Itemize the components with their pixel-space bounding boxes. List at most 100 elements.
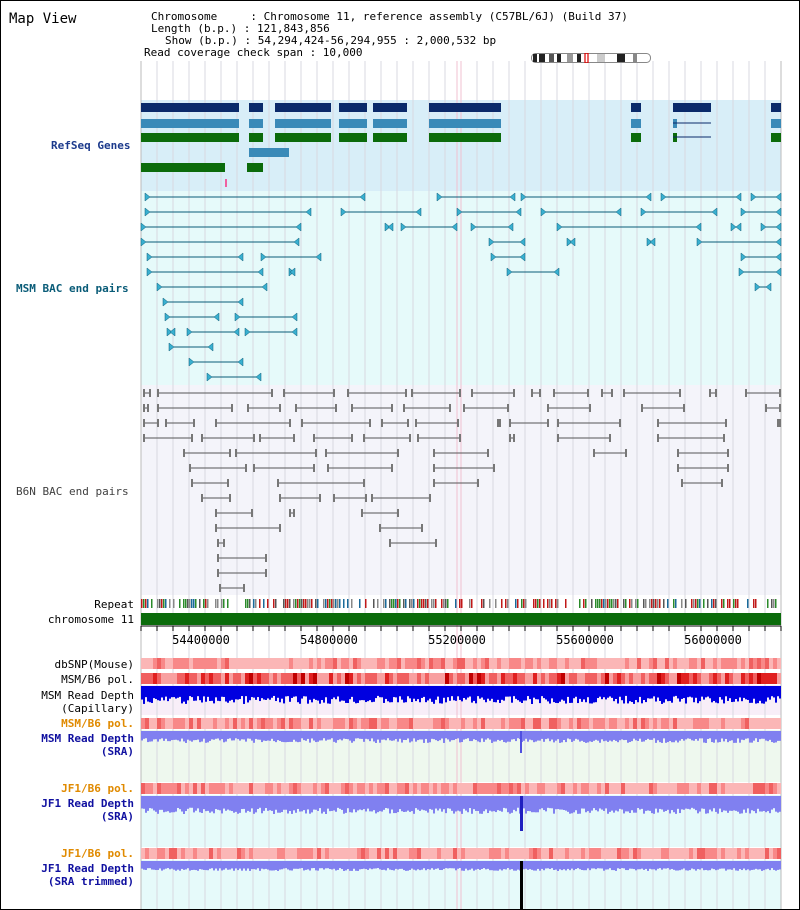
bac-end bbox=[293, 509, 295, 517]
track-label-jf1-b6-pol[interactable]: JF1/B6 pol. bbox=[61, 782, 134, 795]
polymorphism-density bbox=[461, 718, 465, 729]
read-depth-bar bbox=[523, 686, 525, 701]
read-depth-bar bbox=[205, 796, 207, 812]
read-depth-bar bbox=[431, 686, 433, 702]
read-depth-bar bbox=[333, 796, 335, 811]
bac-end bbox=[641, 404, 643, 412]
read-depth-bar bbox=[351, 861, 353, 871]
read-depth-bar bbox=[409, 731, 411, 743]
read-depth-bar bbox=[735, 686, 737, 700]
track-label-repeat[interactable]: Repeat bbox=[94, 598, 134, 611]
polymorphism-density bbox=[301, 658, 305, 669]
polymorphism-density bbox=[737, 848, 741, 859]
polymorphism-density bbox=[589, 658, 593, 669]
read-depth-bar bbox=[585, 686, 587, 703]
polymorphism-density bbox=[253, 673, 257, 684]
repeat-feature bbox=[515, 599, 517, 608]
read-depth-bar bbox=[601, 796, 603, 810]
read-depth-bar bbox=[533, 731, 535, 743]
polymorphism-density bbox=[253, 718, 257, 729]
gene-feature bbox=[373, 103, 407, 112]
read-depth-bar bbox=[587, 731, 589, 743]
track-label-jf1-b6-pol-2[interactable]: JF1/B6 pol. bbox=[61, 847, 134, 860]
read-depth-bar bbox=[499, 861, 501, 870]
track-label-chromosome[interactable]: chromosome 11 bbox=[47, 613, 134, 626]
polymorphism-density bbox=[445, 848, 449, 859]
read-depth-bar bbox=[435, 731, 437, 741]
read-depth-bar bbox=[477, 861, 479, 869]
track-label-refseq[interactable]: RefSeq Genes bbox=[51, 139, 131, 152]
track-label-msm-depth-cap[interactable]: MSM Read Depth (Capillary) bbox=[41, 689, 134, 715]
read-depth-bar bbox=[775, 686, 777, 703]
bac-end bbox=[775, 192, 782, 202]
track-label-msm-b6-pol-2[interactable]: MSM/B6 pol. bbox=[61, 717, 134, 730]
track-label-jf1-depth-trim[interactable]: JF1 Read Depth (SRA trimmed) bbox=[41, 862, 134, 888]
polymorphism-density bbox=[485, 673, 489, 684]
read-depth-bar bbox=[235, 686, 237, 700]
read-depth-bar bbox=[223, 861, 225, 870]
read-depth-bar bbox=[449, 731, 451, 742]
track-label-jf1-depth-sra[interactable]: JF1 Read Depth (SRA) bbox=[41, 797, 134, 823]
bac-end bbox=[291, 312, 298, 322]
repeat-feature bbox=[173, 599, 175, 608]
repeat-feature bbox=[403, 599, 405, 608]
read-depth-bar bbox=[595, 686, 597, 703]
polymorphism-density bbox=[537, 673, 541, 684]
read-depth-bar bbox=[767, 861, 769, 869]
read-depth-bar bbox=[271, 686, 273, 698]
read-depth-bar bbox=[221, 731, 223, 740]
read-depth-bar bbox=[653, 861, 655, 870]
polymorphism-density bbox=[265, 673, 269, 684]
read-depth-bar bbox=[473, 861, 475, 871]
read-depth-bar bbox=[639, 861, 641, 870]
read-depth-bar bbox=[651, 731, 653, 740]
polymorphism-density bbox=[681, 658, 685, 669]
read-depth-bar bbox=[367, 861, 369, 870]
repeat-feature bbox=[533, 599, 535, 608]
polymorphism-density bbox=[429, 718, 433, 729]
repeat-feature bbox=[325, 599, 327, 608]
read-depth-bar bbox=[265, 731, 267, 741]
read-depth-bar bbox=[529, 861, 531, 870]
bac-end bbox=[333, 494, 335, 502]
read-depth-bar bbox=[731, 861, 733, 870]
track-label-b6n-bac[interactable]: B6N BAC end pairs bbox=[16, 485, 129, 498]
read-depth-bar bbox=[657, 731, 659, 741]
chromosome-ideogram[interactable] bbox=[531, 53, 651, 63]
bac-end bbox=[271, 389, 273, 397]
polymorphism-density bbox=[173, 783, 177, 794]
polymorphism-density bbox=[177, 783, 181, 794]
read-depth-bar bbox=[663, 686, 665, 703]
polymorphism-density bbox=[145, 783, 149, 794]
track-label-msm-depth-sra[interactable]: MSM Read Depth (SRA) bbox=[41, 732, 134, 758]
read-depth-bar bbox=[479, 861, 481, 870]
track-label-msm-b6-pol[interactable]: MSM/B6 pol. bbox=[61, 673, 134, 686]
read-depth-bar bbox=[641, 731, 643, 742]
polymorphism-density bbox=[577, 673, 581, 684]
polymorphism-density bbox=[741, 673, 745, 684]
read-depth-bar bbox=[361, 731, 363, 739]
read-depth-bar bbox=[499, 731, 501, 741]
bac-end bbox=[547, 404, 549, 412]
read-depth-bar bbox=[265, 861, 267, 869]
read-depth-bar bbox=[455, 686, 457, 701]
read-depth-bar bbox=[455, 796, 457, 812]
read-depth-bar bbox=[645, 861, 647, 869]
read-depth-bar bbox=[529, 796, 531, 812]
bac-end bbox=[405, 389, 407, 397]
polymorphism-density bbox=[261, 848, 265, 859]
polymorphism-density bbox=[753, 718, 757, 729]
read-depth-bar bbox=[291, 686, 293, 698]
read-depth-bar bbox=[567, 686, 569, 697]
read-depth-bar bbox=[187, 731, 189, 740]
track-label-dbsnp[interactable]: dbSNP(Mouse) bbox=[54, 658, 134, 671]
read-depth-bar bbox=[147, 861, 149, 869]
read-depth-bar bbox=[575, 861, 577, 870]
polymorphism-density bbox=[297, 783, 301, 794]
read-depth-bar bbox=[299, 796, 301, 812]
bac-end bbox=[301, 419, 303, 427]
read-depth-bar bbox=[227, 686, 229, 703]
read-depth-bar bbox=[579, 861, 581, 870]
track-label-msm-bac[interactable]: MSM BAC end pairs bbox=[16, 282, 129, 295]
